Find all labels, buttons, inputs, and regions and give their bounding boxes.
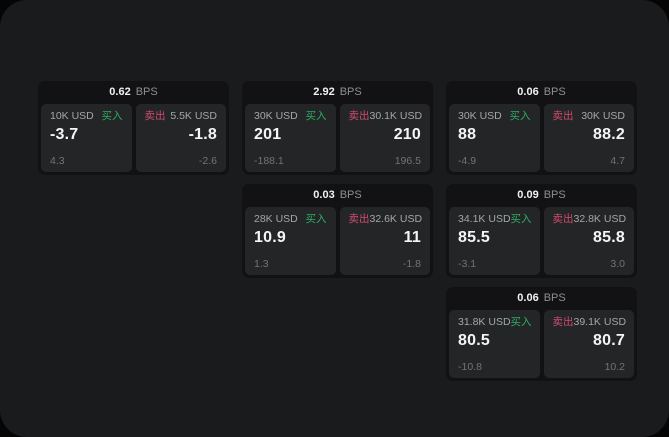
buy-amount: 31.8K USD xyxy=(458,316,511,328)
quote-tiles: 10K USD 买入 -3.7 4.3 卖出 5.5K USD -1.8 -2.… xyxy=(38,104,229,175)
sell-amount: 5.5K USD xyxy=(170,110,217,122)
buy-tile[interactable]: 30K USD 买入 88 -4.9 xyxy=(449,104,540,172)
quote-card: 0.06 BPS 31.8K USD 买入 80.5 -10.8 卖出 39.1K… xyxy=(446,287,637,381)
sell-price: 88.2 xyxy=(593,125,625,143)
buy-delta: -188.1 xyxy=(254,154,284,167)
buy-side-label: 买入 xyxy=(510,316,532,328)
bps-unit-label: BPS xyxy=(543,292,566,304)
spread-bps-value: 0.06 xyxy=(517,292,539,304)
spread-bps-value: 0.62 xyxy=(109,86,131,98)
buy-tile[interactable]: 31.8K USD 买入 80.5 -10.8 xyxy=(449,310,540,378)
quote-card: 2.92 BPS 30K USD 买入 201 -188.1 卖出 30.1K U… xyxy=(242,81,433,175)
spread-bps-value: 2.92 xyxy=(313,86,335,98)
buy-side-label: 买入 xyxy=(305,110,327,122)
sell-amount: 32.6K USD xyxy=(369,213,423,225)
buy-side-label: 买入 xyxy=(510,213,532,225)
quote-tiles: 30K USD 买入 201 -188.1 卖出 30.1K USD 210 1… xyxy=(242,104,433,175)
sell-amount: 32.8K USD xyxy=(573,213,627,225)
sell-delta: -2.6 xyxy=(198,154,217,167)
sell-tile[interactable]: 卖出 30K USD 88.2 4.7 xyxy=(543,104,634,172)
buy-tile[interactable]: 30K USD 买入 201 -188.1 xyxy=(245,104,336,172)
card-header: 0.09 BPS xyxy=(446,184,637,207)
buy-amount: 28K USD xyxy=(254,213,298,225)
buy-amount: 30K USD xyxy=(254,110,298,122)
sell-delta: -1.8 xyxy=(402,257,421,270)
buy-delta: -3.1 xyxy=(458,257,477,270)
sell-side-label: 卖出 xyxy=(348,110,370,122)
quote-card: 0.09 BPS 34.1K USD 买入 85.5 -3.1 卖出 32.8K … xyxy=(446,184,637,278)
sell-side-label: 卖出 xyxy=(552,316,574,328)
card-header: 0.03 BPS xyxy=(242,184,433,207)
sell-tile[interactable]: 卖出 39.1K USD 80.7 10.2 xyxy=(543,310,634,378)
spread-bps-value: 0.03 xyxy=(313,189,335,201)
buy-side-label: 买入 xyxy=(509,110,531,122)
sell-delta: 196.5 xyxy=(394,154,421,167)
quote-card: 0.03 BPS 28K USD 买入 10.9 1.3 卖出 32.6K USD… xyxy=(242,184,433,278)
quote-card: 0.62 BPS 10K USD 买入 -3.7 4.3 卖出 5.5K USD … xyxy=(38,81,229,175)
sell-price: 85.8 xyxy=(593,228,625,246)
bps-unit-label: BPS xyxy=(135,86,158,98)
sell-delta: 3.0 xyxy=(610,257,625,270)
sell-tile[interactable]: 卖出 32.8K USD 85.8 3.0 xyxy=(543,207,634,275)
sell-tile[interactable]: 卖出 5.5K USD -1.8 -2.6 xyxy=(135,104,226,172)
buy-price: 85.5 xyxy=(458,228,490,246)
buy-price: -3.7 xyxy=(50,125,79,143)
sell-price: -1.8 xyxy=(188,125,217,143)
buy-tile[interactable]: 34.1K USD 买入 85.5 -3.1 xyxy=(449,207,540,275)
sell-amount: 30K USD xyxy=(581,110,625,122)
buy-tile[interactable]: 28K USD 买入 10.9 1.3 xyxy=(245,207,336,275)
buy-amount: 30K USD xyxy=(458,110,502,122)
quote-card: 0.06 BPS 30K USD 买入 88 -4.9 卖出 30K USD 88… xyxy=(446,81,637,175)
buy-side-label: 买入 xyxy=(305,213,327,225)
buy-price: 80.5 xyxy=(458,331,490,349)
sell-side-label: 卖出 xyxy=(144,110,166,122)
sell-price: 11 xyxy=(403,228,421,246)
spread-bps-value: 0.06 xyxy=(517,86,539,98)
buy-delta: -10.8 xyxy=(458,360,482,373)
sell-tile[interactable]: 卖出 32.6K USD 11 -1.8 xyxy=(339,207,430,275)
quote-tiles: 31.8K USD 买入 80.5 -10.8 卖出 39.1K USD 80.… xyxy=(446,310,637,381)
sell-delta: 10.2 xyxy=(604,360,625,373)
buy-amount: 34.1K USD xyxy=(458,213,511,225)
sell-side-label: 卖出 xyxy=(552,110,574,122)
quote-tiles: 34.1K USD 买入 85.5 -3.1 卖出 32.8K USD 85.8… xyxy=(446,207,637,278)
buy-price: 201 xyxy=(254,125,282,143)
sell-price: 210 xyxy=(393,125,421,143)
sell-price: 80.7 xyxy=(593,331,625,349)
quote-tiles: 30K USD 买入 88 -4.9 卖出 30K USD 88.2 4.7 xyxy=(446,104,637,175)
quote-tiles: 28K USD 买入 10.9 1.3 卖出 32.6K USD 11 -1.8 xyxy=(242,207,433,278)
buy-side-label: 买入 xyxy=(101,110,123,122)
buy-delta: 1.3 xyxy=(254,257,269,270)
buy-amount: 10K USD xyxy=(50,110,94,122)
sell-tile[interactable]: 卖出 30.1K USD 210 196.5 xyxy=(339,104,430,172)
bps-unit-label: BPS xyxy=(543,189,566,201)
bps-unit-label: BPS xyxy=(339,189,362,201)
buy-delta: -4.9 xyxy=(458,154,477,167)
bps-unit-label: BPS xyxy=(339,86,362,98)
spread-bps-value: 0.09 xyxy=(517,189,539,201)
buy-price: 88 xyxy=(458,125,477,143)
sell-amount: 30.1K USD xyxy=(369,110,423,122)
card-header: 0.06 BPS xyxy=(446,287,637,310)
sell-side-label: 卖出 xyxy=(552,213,574,225)
sell-side-label: 卖出 xyxy=(348,213,370,225)
card-header: 0.62 BPS xyxy=(38,81,229,104)
sell-delta: 4.7 xyxy=(610,154,625,167)
buy-price: 10.9 xyxy=(254,228,286,246)
buy-delta: 4.3 xyxy=(50,154,65,167)
card-header: 0.06 BPS xyxy=(446,81,637,104)
sell-amount: 39.1K USD xyxy=(573,316,627,328)
card-header: 2.92 BPS xyxy=(242,81,433,104)
buy-tile[interactable]: 10K USD 买入 -3.7 4.3 xyxy=(41,104,132,172)
bps-unit-label: BPS xyxy=(543,86,566,98)
